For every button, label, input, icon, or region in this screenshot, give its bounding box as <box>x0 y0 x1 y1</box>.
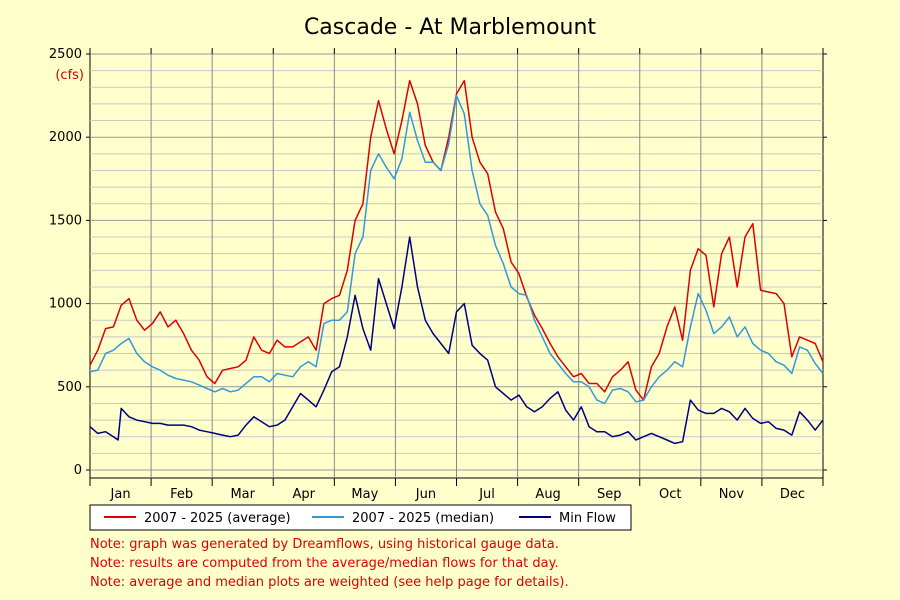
series-line-2 <box>89 94 824 405</box>
series-line-1 <box>89 79 824 401</box>
x-tick-label: Nov <box>719 487 745 502</box>
x-tick-label: Aug <box>535 487 560 502</box>
x-tick-label: May <box>351 487 378 502</box>
series-line-3 <box>89 236 824 445</box>
y-axis: 0 500 1000 1500 2000 2500 <box>49 47 827 478</box>
x-axis: Jan Feb Mar Apr May Jun Jul Aug Sep Oct Nov Dec <box>89 48 824 502</box>
x-tick-label: Jul <box>478 487 495 502</box>
x-tick-label: Jun <box>415 487 436 502</box>
note-line: Note: average and median plots are weigh… <box>90 575 569 590</box>
note-line: Note: results are computed from the aver… <box>90 556 559 571</box>
y-tick-label: 500 <box>57 380 82 395</box>
legend-label: Min Flow <box>559 511 616 526</box>
y-unit-label: (cfs) <box>55 68 84 83</box>
gridlines <box>90 53 823 478</box>
x-tick-label: Dec <box>780 487 805 502</box>
x-tick-label: Jan <box>110 487 131 502</box>
y-tick-label: 2000 <box>49 130 82 145</box>
note-line: Note: graph was generated by Dreamflows,… <box>90 537 559 552</box>
legend: 2007 - 2025 (average) 2007 - 2025 (median… <box>104 511 616 526</box>
y-tick-label: 2500 <box>49 47 82 62</box>
x-tick-label: Mar <box>230 487 255 502</box>
y-tick-label: 1500 <box>49 213 82 228</box>
y-tick-label: 0 <box>74 463 82 478</box>
x-tick-label: Apr <box>293 487 316 502</box>
x-tick-label: Sep <box>597 487 622 502</box>
legend-label: 2007 - 2025 (average) <box>144 511 291 526</box>
notes: Note: graph was generated by Dreamflows,… <box>90 537 569 590</box>
chart-title: Cascade - At Marblemount <box>304 15 596 40</box>
x-tick-label: Feb <box>170 487 193 502</box>
y-tick-label: 1000 <box>49 297 82 312</box>
x-tick-label: Oct <box>659 487 681 502</box>
series-lines <box>89 79 824 445</box>
legend-label: 2007 - 2025 (median) <box>352 511 494 526</box>
